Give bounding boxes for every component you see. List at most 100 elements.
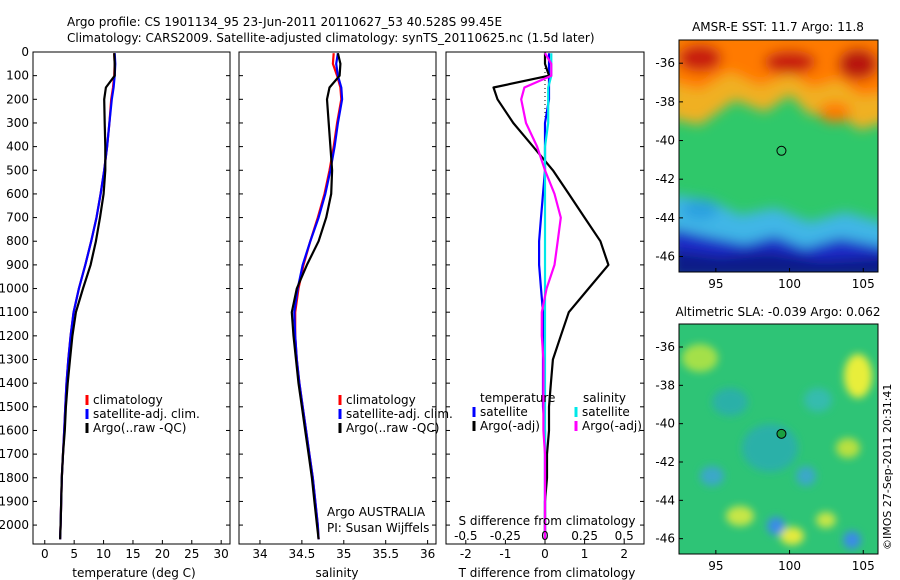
sst-core-3 bbox=[838, 48, 878, 80]
depth-tick-label: 1100 bbox=[0, 305, 29, 319]
map-x-tick-label: 100 bbox=[778, 277, 801, 291]
depth-tick-label: 0 bbox=[21, 45, 29, 59]
salinity-difference-scale: -0.5 -0.25 0 0.25 0.5 bbox=[454, 529, 634, 543]
map-y-tick-label: -42 bbox=[655, 172, 675, 186]
x-tick-label: 20 bbox=[155, 547, 170, 561]
salinity-series bbox=[290, 52, 344, 540]
figure-title-line2: Climatology: CARS2009. Satellite-adjuste… bbox=[67, 31, 595, 45]
sla-low-2 bbox=[712, 388, 748, 416]
s-scale-tick-label: -0.25 bbox=[490, 529, 521, 543]
sla-low-7 bbox=[796, 466, 816, 486]
depth-tick-label: 1400 bbox=[0, 376, 29, 390]
depth-tick-label: 400 bbox=[6, 140, 29, 154]
copyright-timestamp: ©IMOS 27-Sep-2011 20:31:41 bbox=[881, 384, 894, 550]
salinity-x-axis: 34 34.5 35 35.5 36 bbox=[239, 51, 436, 561]
legend-label: climatology bbox=[346, 393, 416, 407]
sla-low-3 bbox=[804, 388, 832, 412]
map-y-tick-label: -46 bbox=[655, 250, 675, 264]
depth-tick-label: 1800 bbox=[0, 471, 29, 485]
sst-core-2 bbox=[764, 50, 816, 74]
s-scale-tick-label: 0 bbox=[541, 529, 549, 543]
depth-tick-label: 1900 bbox=[0, 494, 29, 508]
sla-high-1 bbox=[844, 354, 872, 398]
sla-low-4 bbox=[767, 517, 785, 535]
x-tick-label: 34.5 bbox=[289, 547, 316, 561]
salinity-panel: 34 34.5 35 35.5 36 salinity climatologysatel… bbox=[238, 51, 453, 580]
sla-high-2 bbox=[682, 344, 718, 372]
depth-tick-label: 200 bbox=[6, 92, 29, 106]
salinity-difference-label: S difference from climatology bbox=[459, 514, 636, 528]
legend-title-salinity: salinity bbox=[583, 391, 626, 405]
map-y-tick-label: -36 bbox=[655, 56, 675, 70]
map-y-tick-label: -36 bbox=[655, 340, 675, 354]
legend-label: satellite-adj. clim. bbox=[93, 407, 200, 421]
legend-label: satellite bbox=[582, 405, 630, 419]
map-x-tick-label: 105 bbox=[852, 277, 875, 291]
argo-float-marker-sst bbox=[776, 145, 787, 156]
map-x-tick-label: 100 bbox=[778, 559, 801, 573]
sla-high-3 bbox=[836, 438, 860, 458]
x-tick-label: 2 bbox=[620, 547, 628, 561]
sst-warm-eddy bbox=[819, 102, 851, 122]
salinity-x-label: salinity bbox=[315, 566, 358, 580]
salinity-plot-frame bbox=[238, 51, 437, 545]
difference-series bbox=[492, 52, 610, 544]
map-x-tick-label: 105 bbox=[852, 559, 875, 573]
depth-tick-label: 900 bbox=[6, 258, 29, 272]
sla-map-title: Altimetric SLA: -0.039 Argo: 0.062 bbox=[675, 305, 880, 319]
series-line-satellite-adj-clim- bbox=[59, 53, 117, 540]
depth-tick-label: 1700 bbox=[0, 447, 29, 461]
sla-low-6 bbox=[700, 466, 724, 486]
x-tick-label: 36 bbox=[420, 547, 435, 561]
depth-tick-label: 1000 bbox=[0, 282, 29, 296]
legend-label: Argo(..raw -QC) bbox=[346, 421, 439, 435]
x-tick-label: -1 bbox=[499, 547, 511, 561]
sst-core-1 bbox=[679, 44, 722, 72]
depth-tick-label: 100 bbox=[6, 69, 29, 83]
sla-high-5 bbox=[780, 527, 804, 545]
figure-title-line1: Argo profile: CS 1901134_95 23-Jun-2011 … bbox=[67, 15, 502, 29]
legend-label: Argo(-adj) bbox=[582, 419, 642, 433]
difference-panel: -2 -1 0 1 2 -0.5 -0.25 0 0.25 0.5 S difference f… bbox=[445, 51, 645, 580]
s-scale-tick-label: -0.5 bbox=[454, 529, 477, 543]
map-y-tick-label: -44 bbox=[655, 493, 675, 507]
difference-x-axis: -2 -1 0 1 2 bbox=[446, 51, 644, 561]
depth-tick-label: 1600 bbox=[0, 423, 29, 437]
difference-legend: temperature salinitysatelliteArgo(-adj)sa… bbox=[472, 391, 642, 433]
x-tick-label: -2 bbox=[460, 547, 472, 561]
temperature-x-label: temperature (deg C) bbox=[72, 566, 195, 580]
series-line-argo-raw-qc- bbox=[290, 52, 342, 540]
map-y-tick-label: -38 bbox=[655, 95, 675, 109]
sst-map-title: AMSR-E SST: 11.7 Argo: 11.8 bbox=[692, 20, 864, 34]
legend-title-temperature: temperature bbox=[480, 391, 555, 405]
map-y-tick-label: -40 bbox=[655, 134, 675, 148]
sla-high-4 bbox=[726, 506, 754, 526]
legend-label: satellite-adj. clim. bbox=[346, 407, 453, 421]
x-tick-label: 34 bbox=[252, 547, 267, 561]
legend-label: Argo(-adj) bbox=[480, 419, 540, 433]
depth-tick-label: 600 bbox=[6, 187, 29, 201]
x-tick-label: 10 bbox=[96, 547, 111, 561]
depth-tick-label: 1300 bbox=[0, 353, 29, 367]
sla-map-frame bbox=[678, 323, 879, 555]
x-tick-label: 35.5 bbox=[372, 547, 399, 561]
sst-map-panel: AMSR-E SST: 11.7 Argo: 11.8 95 100 105 -36 -… bbox=[655, 20, 879, 291]
argo-float-marker-sla bbox=[776, 428, 787, 439]
float-owner-label: Argo AUSTRALIA bbox=[327, 505, 426, 519]
temperature-plot-frame bbox=[32, 51, 231, 545]
legend-label: satellite bbox=[480, 405, 528, 419]
map-y-tick-label: -38 bbox=[655, 378, 675, 392]
series-line-satellite-adj-clim- bbox=[293, 53, 344, 540]
depth-axis: 0 100 200 300 400 500 600 700 800 900 1000 1100 1200… bbox=[0, 45, 230, 532]
map-y-tick-label: -46 bbox=[655, 532, 675, 546]
x-tick-label: 30 bbox=[214, 547, 229, 561]
s-scale-tick-label: 0.5 bbox=[615, 529, 634, 543]
series-line-climatology bbox=[294, 53, 343, 540]
x-tick-label: 0 bbox=[41, 547, 49, 561]
map-y-tick-label: -44 bbox=[655, 211, 675, 225]
temperature-x-axis: 0 5 10 15 20 25 30 bbox=[41, 540, 229, 561]
depth-tick-label: 2000 bbox=[0, 518, 29, 532]
depth-tick-label: 500 bbox=[6, 163, 29, 177]
